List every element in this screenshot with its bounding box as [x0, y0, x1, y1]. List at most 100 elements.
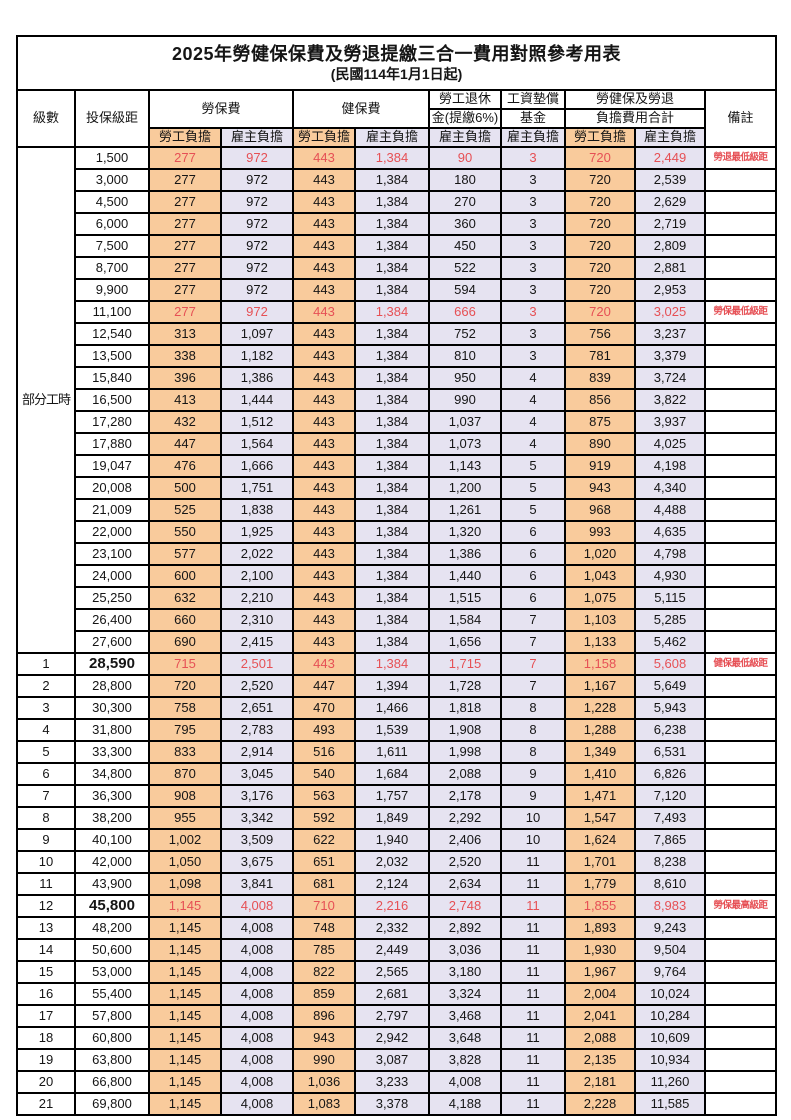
value-cell: 1,145 [148, 1092, 222, 1116]
value-cell: 990 [292, 1048, 356, 1072]
note-cell [703, 168, 778, 192]
value-cell: 943 [564, 476, 636, 500]
value-cell: 1,384 [354, 366, 430, 390]
bracket-cell: 6,000 [74, 212, 150, 236]
value-cell: 1,200 [428, 476, 502, 500]
bracket-cell: 36,300 [74, 784, 150, 808]
value-cell: 7,120 [634, 784, 706, 808]
table-row: 3,000 277 972 443 1,384 180 3 720 2,539 [17, 168, 778, 192]
note-cell [703, 806, 778, 830]
note-cell: 勞保最低級距 [703, 300, 778, 324]
value-cell: 955 [148, 806, 222, 830]
value-cell: 7 [500, 674, 566, 698]
note-cell [703, 388, 778, 412]
table-row: 8,700 277 972 443 1,384 522 3 720 2,881 [17, 256, 778, 280]
value-cell: 972 [220, 168, 294, 192]
value-cell: 443 [292, 278, 356, 302]
level-cell: 3 [16, 696, 76, 720]
value-cell: 6 [500, 564, 566, 588]
subheader-health-employee: 勞工負擔 [292, 127, 356, 148]
bracket-cell: 60,800 [74, 1026, 150, 1050]
bracket-cell: 40,100 [74, 828, 150, 852]
value-cell: 9,243 [634, 916, 706, 940]
value-cell: 1,384 [354, 476, 430, 500]
value-cell: 1,998 [428, 740, 502, 764]
bracket-cell: 3,000 [74, 168, 150, 192]
value-cell: 720 [564, 300, 636, 324]
value-cell: 277 [148, 256, 222, 280]
value-cell: 4,798 [634, 542, 706, 566]
value-cell: 752 [428, 322, 502, 346]
value-cell: 3,180 [428, 960, 502, 984]
table-row: 2 28,800 720 2,520 447 1,394 1,728 7 1,167 5,649 [16, 674, 778, 698]
value-cell: 3,324 [428, 982, 502, 1006]
level-cell: 21 [16, 1092, 76, 1116]
note-cell [703, 740, 778, 764]
table-row: 7 36,300 908 3,176 563 1,757 2,178 9 1,471 7,120 [16, 784, 778, 808]
value-cell: 2,041 [564, 1004, 636, 1028]
value-cell: 1,050 [148, 850, 222, 874]
value-cell: 1,466 [354, 696, 430, 720]
subheader-labor-employer: 雇主負擔 [220, 127, 294, 148]
value-cell: 1,384 [354, 454, 430, 478]
value-cell: 660 [148, 608, 222, 632]
value-cell: 908 [148, 784, 222, 808]
value-cell: 1,384 [354, 168, 430, 192]
note-cell [703, 1026, 778, 1050]
value-cell: 8 [500, 718, 566, 742]
value-cell: 3,724 [634, 366, 706, 390]
value-cell: 11 [500, 872, 566, 896]
value-cell: 1,145 [148, 916, 222, 940]
value-cell: 5 [500, 454, 566, 478]
value-cell: 447 [292, 674, 356, 698]
value-cell: 7,865 [634, 828, 706, 852]
value-cell: 1,073 [428, 432, 502, 456]
value-cell: 1,925 [220, 520, 294, 544]
value-cell: 2,942 [354, 1026, 430, 1050]
value-cell: 443 [292, 190, 356, 214]
value-cell: 1,849 [354, 806, 430, 830]
table-row: 25,250 632 2,210 443 1,384 1,515 6 1,075 5,115 [17, 586, 778, 610]
value-cell: 4,008 [220, 1026, 294, 1050]
table-row: 1 28,590 715 2,501 443 1,384 1,715 7 1,158 5,608 健… [16, 652, 778, 676]
value-cell: 2,332 [354, 916, 430, 940]
value-cell: 10,284 [634, 1004, 706, 1028]
value-cell: 277 [148, 146, 222, 170]
value-cell: 7 [500, 608, 566, 632]
value-cell: 5 [500, 498, 566, 522]
value-cell: 11 [500, 1004, 566, 1028]
value-cell: 1,228 [564, 696, 636, 720]
value-cell: 1,182 [220, 344, 294, 368]
level-cell: 19 [16, 1048, 76, 1072]
value-cell: 2,651 [220, 696, 294, 720]
bracket-cell: 21,009 [74, 498, 150, 522]
note-cell [703, 916, 778, 940]
value-cell: 1,384 [354, 190, 430, 214]
value-cell: 1,394 [354, 674, 430, 698]
value-cell: 4,008 [220, 982, 294, 1006]
value-cell: 2,797 [354, 1004, 430, 1028]
value-cell: 756 [564, 322, 636, 346]
value-cell: 1,715 [428, 652, 502, 676]
bracket-cell: 43,900 [74, 872, 150, 896]
bracket-cell: 19,047 [74, 454, 150, 478]
value-cell: 11,260 [634, 1070, 706, 1094]
table-row: 21 69,800 1,145 4,008 1,083 3,378 4,188 11 2,228… [16, 1092, 778, 1116]
value-cell: 443 [292, 146, 356, 170]
value-cell: 4,008 [220, 938, 294, 962]
value-cell: 1,036 [292, 1070, 356, 1094]
value-cell: 11 [500, 894, 566, 918]
value-cell: 443 [292, 652, 356, 676]
value-cell: 10,609 [634, 1026, 706, 1050]
value-cell: 4 [500, 410, 566, 434]
value-cell: 1,440 [428, 564, 502, 588]
value-cell: 277 [148, 190, 222, 214]
value-cell: 600 [148, 564, 222, 588]
value-cell: 7 [500, 630, 566, 654]
table-row: 3 30,300 758 2,651 470 1,466 1,818 8 1,228 5,943 [16, 696, 778, 720]
note-cell [703, 586, 778, 610]
value-cell: 1,728 [428, 674, 502, 698]
subheader-total-employer: 雇主負擔 [634, 127, 706, 148]
value-cell: 1,145 [148, 894, 222, 918]
value-cell: 1,967 [564, 960, 636, 984]
